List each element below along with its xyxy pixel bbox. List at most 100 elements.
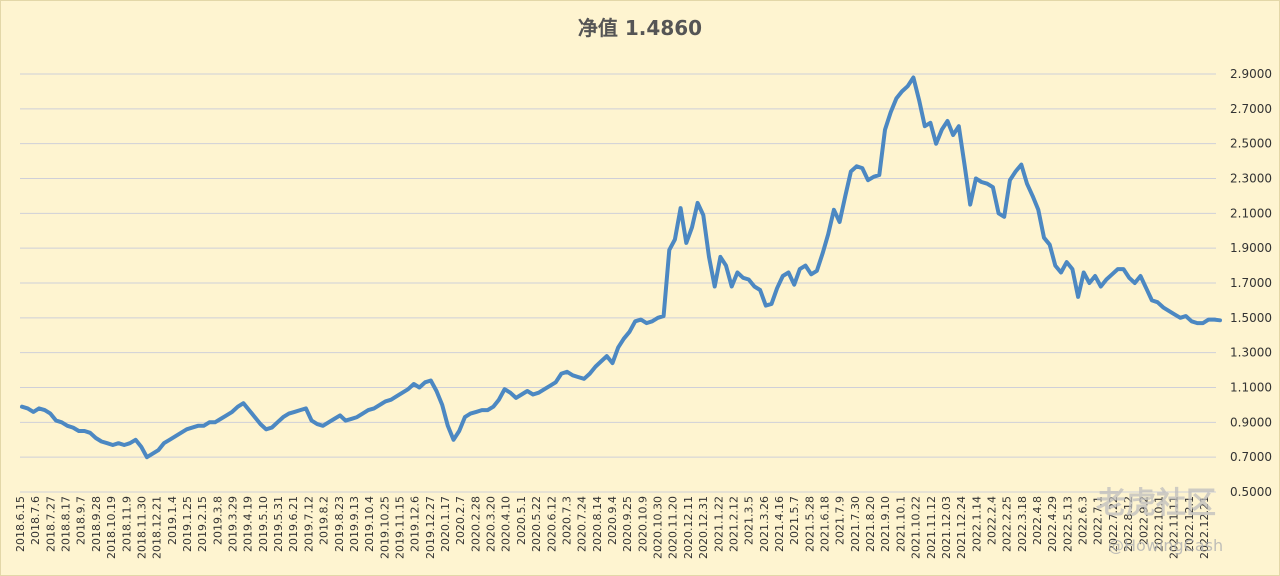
x-tick-label: 2022.11.11	[1168, 496, 1181, 559]
x-tick-label: 2021.7.30	[849, 496, 862, 552]
x-tick-label: 2020.10.9	[636, 496, 649, 552]
y-tick-label: 2.7000	[1230, 102, 1272, 116]
x-tick-label: 2022.2.4	[985, 496, 998, 545]
x-tick-label: 2020.8.14	[591, 496, 604, 552]
x-tick-label: 2018.7.27	[44, 496, 57, 552]
x-tick-label: 2020.12.11	[682, 496, 695, 559]
x-tick-label: 2019.3.8	[211, 496, 224, 545]
x-tick-label: 2022.3.18	[1016, 496, 1029, 552]
x-tick-label: 2018.10.19	[105, 496, 118, 559]
x-tick-label: 2020.2.7	[454, 496, 467, 545]
x-tick-label: 2021.8.20	[864, 496, 877, 552]
x-tick-label: 2021.1.22	[712, 496, 725, 552]
x-tick-label: 2022.12.21	[1198, 496, 1211, 559]
y-tick-label: 1.3000	[1230, 346, 1272, 360]
x-tick-label: 2018.9.7	[75, 496, 88, 545]
x-tick-label: 2021.5.7	[788, 496, 801, 545]
x-tick-label: 2020.9.4	[606, 496, 619, 545]
x-tick-label: 2019.5.31	[272, 496, 285, 552]
x-tick-label: 2020.7.24	[576, 496, 589, 552]
x-tick-label: 2021.12.03	[940, 496, 953, 559]
x-tick-label: 2022.4.8	[1031, 496, 1044, 545]
x-tick-label: 2021.9.10	[879, 496, 892, 552]
grid-layer	[20, 73, 1216, 493]
x-tick-label: 2020.6.12	[545, 496, 558, 552]
x-tick-label: 2019.4.19	[242, 496, 255, 552]
y-tick-label: 2.5000	[1230, 137, 1272, 151]
y-tick-label: 1.7000	[1230, 276, 1272, 290]
x-tick-label: 2018.8.17	[60, 496, 73, 552]
y-tick-label: 1.5000	[1230, 311, 1272, 325]
series-layer	[20, 75, 1222, 460]
y-tick-label: 1.9000	[1230, 241, 1272, 255]
x-tick-label: 2019.2.15	[196, 496, 209, 552]
x-tick-label: 2018.11.9	[120, 496, 133, 552]
x-tick-label: 2020.12.31	[697, 496, 710, 559]
x-tick-label: 2020.5.1	[515, 496, 528, 545]
x-tick-label: 2022.2.25	[1001, 496, 1014, 552]
watermark-handle: @HowingCash	[1108, 536, 1224, 555]
x-tick-label: 2022.7.1	[1092, 496, 1105, 545]
x-tick-label: 2020.9.25	[621, 496, 634, 552]
y-tick-label: 2.3000	[1230, 172, 1272, 186]
x-tick-label: 2021.6.18	[819, 496, 832, 552]
y-tick-label: 0.9000	[1230, 415, 1272, 429]
x-tick-label: 2021.4.16	[773, 496, 786, 552]
x-axis: 2018.6.15 2018.7.6 2018.7.27 2018.8.17 2018.…	[14, 496, 1211, 559]
x-tick-label: 2019.6.21	[287, 496, 300, 552]
x-tick-label: 2022.7.22	[1107, 496, 1120, 552]
y-tick-label: 1.1000	[1230, 381, 1272, 395]
y-tick-label: 2.9000	[1230, 67, 1272, 81]
x-tick-label: 2019.8.2	[318, 496, 331, 545]
x-tick-label: 2019.5.10	[257, 496, 270, 552]
x-tick-label: 2021.11.12	[925, 496, 938, 559]
x-tick-label: 2021.3.5	[743, 496, 756, 545]
x-tick-label: 2020.3.20	[485, 496, 498, 552]
x-tick-label: 2022.4.29	[1046, 496, 1059, 552]
x-tick-label: 2020.10.30	[652, 496, 665, 559]
x-tick-label: 2019.1.25	[181, 496, 194, 552]
y-tick-label: 2.1000	[1230, 206, 1272, 220]
x-tick-label: 2020.4.10	[500, 496, 513, 552]
y-tick-label: 0.5000	[1230, 485, 1272, 499]
x-tick-label: 2019.3.29	[227, 496, 240, 552]
x-tick-label: 2020.5.22	[530, 496, 543, 552]
x-tick-label: 2021.10.22	[910, 496, 923, 559]
x-tick-label: 2018.6.15	[14, 496, 27, 552]
x-tick-label: 2020.2.28	[469, 496, 482, 552]
x-tick-label: 2022.5.13	[1061, 496, 1074, 552]
x-tick-label: 2022.1.14	[970, 496, 983, 552]
x-tick-label: 2022.12.1	[1183, 496, 1196, 552]
x-tick-label: 2019.9.13	[348, 496, 361, 552]
x-tick-label: 2021.7.9	[834, 496, 847, 545]
x-tick-label: 2019.8.23	[333, 496, 346, 552]
y-tick-label: 0.7000	[1230, 450, 1272, 464]
x-tick-label: 2018.12.21	[151, 496, 164, 559]
x-tick-label: 2021.10.1	[894, 496, 907, 552]
x-tick-label: 2019.7.12	[302, 496, 315, 552]
x-tick-label: 2020.11.20	[667, 496, 680, 559]
x-tick-label: 2018.9.28	[90, 496, 103, 552]
x-tick-label: 2022.10.1	[1152, 496, 1165, 552]
chart-title: 净值 1.4860	[577, 16, 703, 40]
x-tick-label: 2018.7.6	[29, 496, 42, 545]
x-tick-label: 2018.11.30	[135, 496, 148, 559]
watermark-text: 老虎社区	[1096, 486, 1216, 521]
x-tick-label: 2019.11.15	[393, 496, 406, 559]
x-tick-label: 2021.12.24	[955, 496, 968, 559]
x-tick-label: 2022.6.3	[1077, 496, 1090, 545]
x-tick-label: 2021.3.26	[758, 496, 771, 552]
x-tick-label: 2019.12.6	[409, 496, 422, 552]
x-tick-label: 2019.10.4	[363, 496, 376, 552]
x-tick-label: 2020.7.3	[560, 496, 573, 545]
x-tick-label: 2021.2.12	[727, 496, 740, 552]
x-tick-label: 2019.10.25	[378, 496, 391, 559]
x-tick-label: 2019.12.27	[424, 496, 437, 559]
series-line	[20, 75, 1222, 460]
x-tick-label: 2019.1.4	[166, 496, 179, 545]
x-tick-label: 2022.9.2	[1137, 496, 1150, 545]
x-tick-label: 2021.5.28	[803, 496, 816, 552]
x-tick-label: 2022.8.12	[1122, 496, 1135, 552]
